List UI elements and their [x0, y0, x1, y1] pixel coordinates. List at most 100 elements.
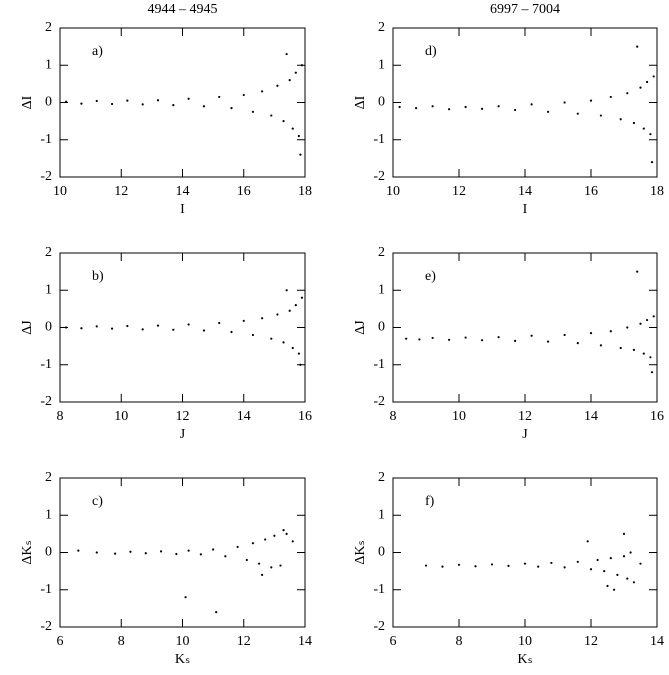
point	[270, 337, 273, 340]
y-tick-label: -1	[373, 132, 385, 147]
point	[537, 565, 540, 568]
y-tick-label: -2	[373, 619, 385, 634]
x-tick-label: 16	[298, 409, 312, 424]
point	[236, 545, 239, 549]
point	[261, 573, 264, 576]
point	[270, 114, 273, 117]
x-tick-label: 16	[650, 409, 664, 424]
point	[184, 596, 187, 599]
point	[114, 552, 117, 555]
point	[530, 103, 533, 106]
point	[141, 103, 144, 106]
point	[285, 289, 288, 292]
point	[230, 330, 233, 334]
point	[224, 555, 227, 558]
point	[187, 97, 190, 100]
point	[141, 328, 144, 331]
x-tick-label: 18	[298, 184, 312, 199]
point	[172, 328, 175, 331]
point	[282, 529, 285, 532]
point	[291, 127, 294, 130]
y-tick-label: 1	[45, 507, 52, 522]
point	[245, 558, 248, 562]
y-tick-label: -2	[373, 394, 385, 409]
y-axis-label: ΔI	[20, 95, 35, 109]
y-tick-label: 2	[45, 245, 52, 260]
column-title: 4944 – 4945	[148, 2, 218, 17]
point	[175, 552, 178, 556]
point	[448, 108, 451, 111]
point	[294, 71, 297, 74]
point	[202, 329, 206, 332]
point	[257, 562, 261, 565]
x-tick-label: 8	[118, 634, 125, 649]
x-axis-label: I	[180, 202, 185, 217]
point	[589, 568, 593, 571]
point	[481, 107, 484, 110]
y-tick-label: 2	[378, 20, 385, 35]
point	[636, 270, 639, 273]
x-tick-label: 8	[456, 634, 463, 649]
y-tick-label: -1	[40, 357, 52, 372]
point	[507, 564, 510, 568]
point	[270, 566, 273, 569]
point	[613, 588, 616, 591]
y-tick-label: 1	[378, 507, 385, 522]
point	[481, 339, 484, 342]
point	[282, 120, 285, 123]
y-tick-label: -2	[40, 169, 52, 184]
y-tick-label: -1	[373, 582, 385, 597]
point	[156, 324, 160, 327]
point	[110, 102, 114, 106]
x-tick-label: 8	[390, 409, 397, 424]
x-tick-label: 10	[386, 184, 400, 199]
point	[650, 371, 654, 374]
point	[398, 105, 401, 109]
y-tick-label: 0	[378, 95, 385, 110]
point	[218, 321, 221, 325]
point	[523, 562, 527, 565]
point	[632, 348, 636, 351]
point	[291, 346, 294, 350]
x-tick-label: 14	[518, 184, 532, 199]
point	[199, 553, 202, 556]
point	[563, 566, 566, 569]
point	[589, 331, 593, 335]
point	[242, 319, 245, 322]
x-tick-label: 12	[452, 184, 466, 199]
point	[619, 346, 622, 350]
point	[636, 45, 639, 48]
point	[530, 334, 533, 337]
point	[576, 342, 579, 345]
x-axis-label: Kₛ	[175, 652, 190, 667]
point	[649, 133, 652, 136]
point	[276, 84, 279, 87]
point	[464, 336, 467, 339]
point	[547, 340, 550, 343]
x-tick-label: 10	[176, 634, 190, 649]
point	[95, 99, 98, 103]
x-tick-label: 16	[584, 184, 598, 199]
point	[639, 322, 642, 325]
y-tick-label: 2	[378, 470, 385, 485]
point	[251, 542, 255, 545]
panel-label: d)	[425, 44, 437, 59]
point	[126, 324, 129, 328]
point	[299, 153, 302, 156]
x-tick-label: 18	[650, 184, 664, 199]
point	[156, 99, 160, 102]
y-tick-label: -1	[373, 357, 385, 372]
point	[144, 552, 147, 555]
point	[632, 121, 636, 125]
y-tick-label: 1	[378, 282, 385, 297]
point	[563, 101, 566, 104]
point	[514, 108, 517, 112]
x-tick-label: 6	[390, 634, 397, 649]
point	[576, 560, 579, 563]
y-tick-label: 0	[378, 320, 385, 335]
point	[457, 563, 461, 566]
point	[639, 562, 642, 565]
point	[218, 95, 221, 99]
point	[95, 325, 98, 328]
y-axis-label: ΔKₛ	[353, 540, 368, 564]
